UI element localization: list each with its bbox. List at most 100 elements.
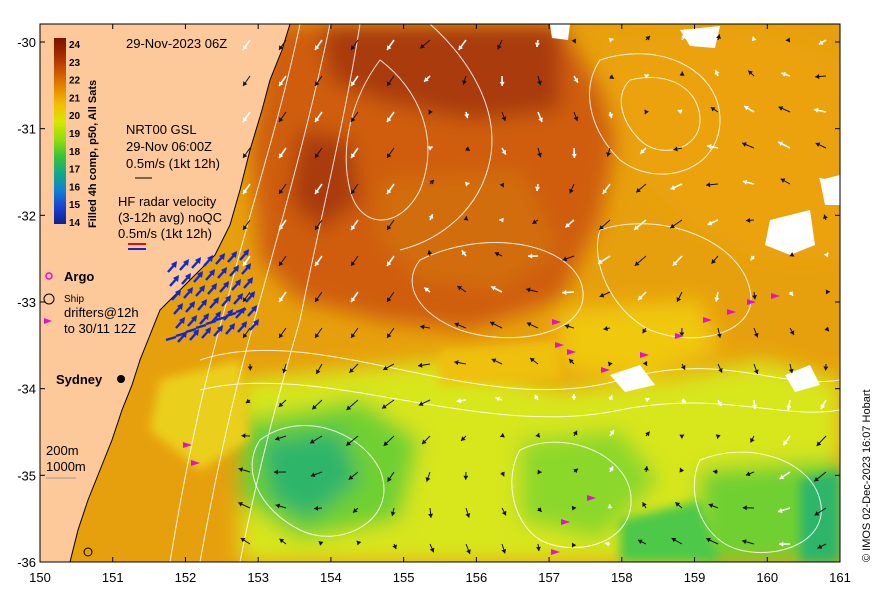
velocity-arrow: [644, 109, 649, 115]
velocity-arrow: [238, 501, 251, 509]
hf-radar-arrow: [185, 327, 197, 334]
velocity-arrow: [681, 398, 687, 403]
colorbar-tick-label: 16: [69, 182, 81, 193]
annotations: 29-Nov-2023 06Z NRT00 GSL 29-Nov 06:00Z …: [43, 36, 227, 557]
velocity-arrow: [242, 291, 251, 303]
velocity-arrow: [824, 326, 830, 332]
velocity-arrow: [352, 507, 359, 513]
velocity-arrow: [462, 75, 467, 85]
velocity-arrow: [644, 397, 651, 403]
velocity-arrow: [464, 181, 470, 187]
velocity-contour: [589, 53, 721, 175]
velocity-arrow: [633, 219, 647, 231]
drifter-marker: [587, 495, 596, 501]
velocity-arrow: [643, 466, 649, 473]
velocity-arrow: [528, 253, 539, 259]
velocity-arrow: [564, 324, 575, 329]
velocity-arrow: [741, 539, 755, 545]
velocity-arrow: [275, 503, 287, 509]
velocity-arrow: [571, 147, 577, 159]
hf-radar-arrow: [233, 293, 243, 305]
velocity-arrow: [673, 146, 683, 152]
y-tick-label: -31: [17, 122, 36, 137]
velocity-arrow: [309, 435, 323, 444]
velocity-arrow: [278, 183, 287, 195]
velocity-arrow: [245, 398, 251, 404]
velocity-arrow: [275, 435, 287, 441]
velocity-arrow: [348, 471, 359, 481]
velocity-arrow: [742, 505, 755, 511]
hf-radar-arrow: [193, 271, 203, 283]
velocity-arrow: [242, 111, 251, 123]
velocity-arrow: [242, 255, 251, 267]
drifter-marker: [191, 460, 200, 466]
velocity-arrow: [494, 252, 503, 257]
drifter-marker: [601, 367, 610, 373]
x-tick-label: 159: [684, 570, 706, 585]
velocity-arrow: [782, 435, 791, 446]
velocity-arrow: [386, 291, 395, 303]
velocity-arrow: [419, 39, 431, 49]
legend-drifters-2: to 30/11 12Z: [64, 321, 136, 336]
hf-radar-arrow: [203, 255, 213, 267]
velocity-arrow: [714, 291, 720, 302]
velocity-arrow: [386, 255, 395, 267]
velocity-arrow: [501, 507, 507, 516]
velocity-arrow: [780, 178, 791, 185]
velocity-arrow: [310, 471, 323, 478]
velocity-arrow: [457, 285, 467, 293]
velocity-arrow: [571, 542, 577, 548]
velocity-arrow: [814, 507, 827, 516]
velocity-contour: [199, 382, 840, 418]
velocity-contour: [199, 24, 331, 562]
velocity-contour: [251, 425, 385, 537]
y-tick-label: -32: [17, 208, 36, 223]
velocity-arrow: [679, 434, 685, 439]
velocity-arrow: [537, 147, 542, 158]
velocity-arrow: [454, 322, 467, 329]
drifter-marker: [640, 352, 649, 358]
hf-radar-arrow: [247, 305, 257, 317]
velocity-arrow: [817, 543, 827, 549]
velocity-arrow: [752, 399, 758, 410]
velocity-arrow: [568, 358, 575, 365]
colorbar: 24 23 22 21 20 19 18 17 16 15 14 Filled 4h comp, p…: [54, 38, 99, 229]
velocity-arrow: [781, 71, 791, 77]
velocity-arrow: [573, 468, 579, 474]
velocity-arrow: [717, 363, 723, 373]
velocity-arrow: [314, 219, 323, 231]
velocity-arrow: [314, 327, 323, 339]
velocity-arrow: [535, 543, 541, 552]
velocity-arrow: [386, 327, 395, 339]
velocity-arrow: [564, 219, 575, 228]
velocity-arrow: [423, 286, 431, 293]
colorbar-tick-label: 18: [69, 147, 81, 158]
hf-radar-arrow: [217, 267, 227, 279]
velocity-arrow: [789, 327, 795, 336]
velocity-arrow: [499, 432, 505, 438]
hf-radar-arrow: [189, 329, 199, 341]
drifter-tracks: [183, 293, 780, 555]
velocity-arrow: [350, 291, 359, 303]
velocity-arrow: [572, 430, 578, 437]
velocity-arrow: [537, 111, 543, 123]
velocity-arrow: [784, 216, 791, 222]
velocity-contour: [199, 349, 840, 391]
hf-line2: (3-12h avg) noQC: [118, 210, 222, 225]
x-tick-label: 160: [756, 570, 778, 585]
x-axis: 150 151 152 153 154 155 156 157 158 159 160 161: [29, 24, 851, 585]
velocity-arrow: [778, 106, 791, 113]
velocity-arrow: [386, 147, 395, 159]
velocity-contour: [693, 451, 822, 554]
velocity-arrow: [427, 250, 433, 257]
hf-radar-arrow: [175, 317, 185, 329]
velocity-arrow: [427, 146, 433, 151]
velocity-arrow: [813, 471, 827, 482]
colorbar-ticks: 24 23 22 21 20 19 18 17 16 15 14: [69, 40, 81, 229]
velocity-arrow: [282, 363, 287, 374]
velocity-arrow: [707, 219, 719, 226]
velocity-arrow: [604, 541, 611, 547]
velocity-arrow: [716, 34, 721, 41]
velocity-arrow: [820, 399, 827, 410]
velocity-arrow: [314, 291, 323, 303]
